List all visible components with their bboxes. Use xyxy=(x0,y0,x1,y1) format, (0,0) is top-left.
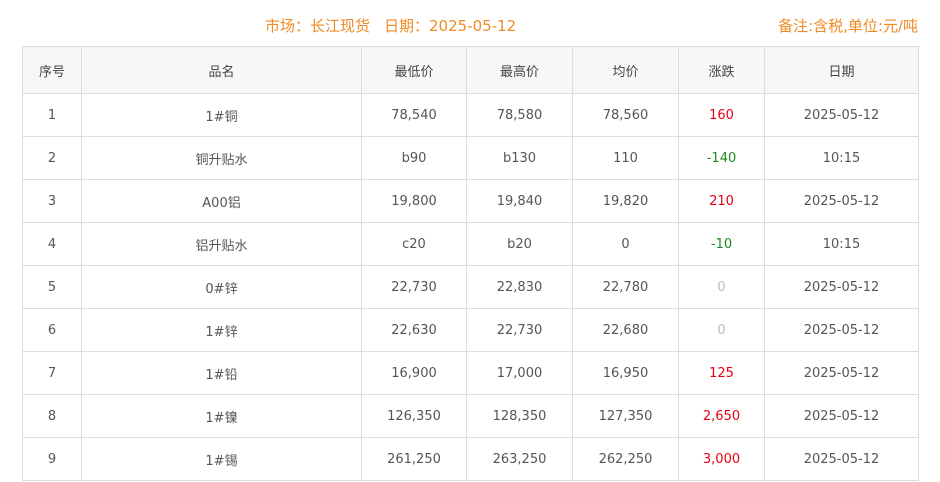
cell-name: 1#锡 xyxy=(81,437,362,481)
table-row: 9 1#锡 261,250 263,250 262,250 3,000 2025-05-12 xyxy=(22,437,919,481)
cell-avg: 127,350 xyxy=(572,394,679,438)
page-header: 市场：长江现货 日期：2025-05-12 备注:含税,单位:元/吨 xyxy=(0,15,940,39)
cell-avg: 16,950 xyxy=(572,351,679,395)
cell-change: 0 xyxy=(678,308,765,352)
cell-high: 17,000 xyxy=(466,351,573,395)
cell-change: 0 xyxy=(678,265,765,309)
col-header-name: 品名 xyxy=(81,46,362,94)
cell-avg: 262,250 xyxy=(572,437,679,481)
cell-name: 1#锌 xyxy=(81,308,362,352)
cell-date: 2025-05-12 xyxy=(764,93,919,137)
cell-name: 铝升贴水 xyxy=(81,222,362,266)
price-table: 序号 品名 最低价 最高价 均价 涨跌 日期 1 1#铜 78,540 78,580 7… xyxy=(22,46,919,481)
cell-low: b90 xyxy=(361,136,467,180)
cell-no: 1 xyxy=(22,93,82,137)
date-label: 日期：2025-05-12 xyxy=(384,17,517,35)
cell-high: b130 xyxy=(466,136,573,180)
table-row: 3 A00铝 19,800 19,840 19,820 210 2025-05-12 xyxy=(22,179,919,223)
cell-high: 128,350 xyxy=(466,394,573,438)
cell-change: 210 xyxy=(678,179,765,223)
cell-no: 7 xyxy=(22,351,82,395)
table-row: 6 1#锌 22,630 22,730 22,680 0 2025-05-12 xyxy=(22,308,919,352)
cell-name: 1#铜 xyxy=(81,93,362,137)
cell-avg: 22,680 xyxy=(572,308,679,352)
cell-avg: 110 xyxy=(572,136,679,180)
cell-avg: 78,560 xyxy=(572,93,679,137)
col-header-low: 最低价 xyxy=(361,46,467,94)
market-info: 市场：长江现货 日期：2025-05-12 xyxy=(265,15,516,36)
cell-no: 6 xyxy=(22,308,82,352)
cell-name: 0#锌 xyxy=(81,265,362,309)
cell-name: A00铝 xyxy=(81,179,362,223)
table-row: 1 1#铜 78,540 78,580 78,560 160 2025-05-12 xyxy=(22,93,919,137)
unit-note: 备注:含税,单位:元/吨 xyxy=(778,17,918,35)
cell-low: 22,630 xyxy=(361,308,467,352)
cell-low: 19,800 xyxy=(361,179,467,223)
cell-high: 78,580 xyxy=(466,93,573,137)
cell-change: 3,000 xyxy=(678,437,765,481)
cell-name: 1#铅 xyxy=(81,351,362,395)
cell-change: 125 xyxy=(678,351,765,395)
col-header-date: 日期 xyxy=(764,46,919,94)
table-header-row: 序号 品名 最低价 最高价 均价 涨跌 日期 xyxy=(22,46,919,94)
cell-date: 2025-05-12 xyxy=(764,437,919,481)
cell-change: 160 xyxy=(678,93,765,137)
cell-date: 10:15 xyxy=(764,136,919,180)
cell-low: 22,730 xyxy=(361,265,467,309)
cell-no: 9 xyxy=(22,437,82,481)
table-row: 7 1#铅 16,900 17,000 16,950 125 2025-05-12 xyxy=(22,351,919,395)
table-row: 5 0#锌 22,730 22,830 22,780 0 2025-05-12 xyxy=(22,265,919,309)
cell-date: 2025-05-12 xyxy=(764,351,919,395)
col-header-no: 序号 xyxy=(22,46,82,94)
cell-no: 3 xyxy=(22,179,82,223)
cell-low: 126,350 xyxy=(361,394,467,438)
cell-no: 5 xyxy=(22,265,82,309)
cell-date: 2025-05-12 xyxy=(764,308,919,352)
cell-low: 78,540 xyxy=(361,93,467,137)
cell-name: 铜升贴水 xyxy=(81,136,362,180)
table-row: 4 铝升贴水 c20 b20 0 -10 10:15 xyxy=(22,222,919,266)
cell-avg: 0 xyxy=(572,222,679,266)
cell-no: 8 xyxy=(22,394,82,438)
cell-no: 4 xyxy=(22,222,82,266)
cell-date: 2025-05-12 xyxy=(764,394,919,438)
cell-change: -140 xyxy=(678,136,765,180)
cell-avg: 19,820 xyxy=(572,179,679,223)
table-row: 2 铜升贴水 b90 b130 110 -140 10:15 xyxy=(22,136,919,180)
cell-change: -10 xyxy=(678,222,765,266)
cell-name: 1#镍 xyxy=(81,394,362,438)
cell-low: 261,250 xyxy=(361,437,467,481)
cell-high: b20 xyxy=(466,222,573,266)
cell-low: c20 xyxy=(361,222,467,266)
col-header-change: 涨跌 xyxy=(678,46,765,94)
col-header-high: 最高价 xyxy=(466,46,573,94)
cell-high: 22,730 xyxy=(466,308,573,352)
cell-date: 2025-05-12 xyxy=(764,265,919,309)
cell-date: 10:15 xyxy=(764,222,919,266)
cell-high: 19,840 xyxy=(466,179,573,223)
cell-no: 2 xyxy=(22,136,82,180)
cell-date: 2025-05-12 xyxy=(764,179,919,223)
col-header-avg: 均价 xyxy=(572,46,679,94)
cell-change: 2,650 xyxy=(678,394,765,438)
cell-high: 22,830 xyxy=(466,265,573,309)
cell-avg: 22,780 xyxy=(572,265,679,309)
market-label: 市场：长江现货 xyxy=(265,17,371,35)
cell-high: 263,250 xyxy=(466,437,573,481)
cell-low: 16,900 xyxy=(361,351,467,395)
table-row: 8 1#镍 126,350 128,350 127,350 2,650 2025-05-12 xyxy=(22,394,919,438)
